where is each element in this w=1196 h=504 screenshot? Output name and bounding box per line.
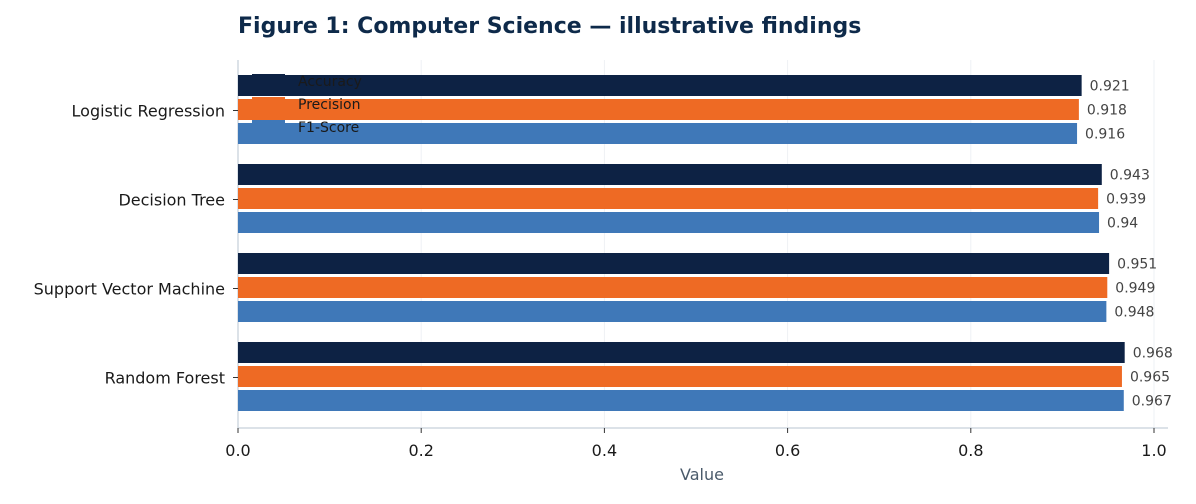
data-label: 0.949 (1115, 281, 1155, 297)
bar (238, 342, 1125, 363)
bar (238, 188, 1099, 209)
data-label: 0.918 (1087, 103, 1127, 119)
data-label: 0.939 (1106, 192, 1146, 208)
category-label: Random Forest (105, 369, 225, 388)
bar (238, 123, 1078, 144)
x-axis-title: Value (680, 465, 724, 484)
data-label: 0.943 (1110, 168, 1150, 184)
x-tick-label: 0.0 (225, 441, 250, 460)
bar (238, 164, 1102, 185)
data-label: 0.948 (1114, 305, 1154, 321)
data-label: 0.916 (1085, 127, 1125, 143)
x-tick-label: 0.6 (775, 441, 800, 460)
bar (238, 253, 1110, 274)
bar (238, 366, 1122, 387)
legend-label: Accuracy (298, 74, 362, 90)
chart-title: Figure 1: Computer Science — illustrativ… (238, 14, 862, 39)
data-label: 0.94 (1107, 216, 1138, 232)
bar (238, 277, 1108, 298)
bar (238, 75, 1082, 96)
data-label: 0.967 (1132, 394, 1172, 410)
legend-swatch (252, 74, 285, 87)
category-label: Decision Tree (118, 191, 225, 210)
legend-label: Precision (298, 97, 360, 113)
x-tick-label: 0.4 (592, 441, 617, 460)
bar (238, 301, 1107, 322)
data-label: 0.965 (1130, 370, 1170, 386)
x-tick-label: 0.2 (408, 441, 433, 460)
legend-label: F1-Score (298, 120, 359, 136)
data-label: 0.921 (1090, 79, 1130, 95)
bar (238, 212, 1100, 233)
bar (238, 390, 1124, 411)
x-tick-label: 1.0 (1141, 441, 1166, 460)
x-tick-label: 0.8 (958, 441, 983, 460)
legend-swatch (252, 97, 285, 110)
legend-swatch (252, 120, 285, 133)
category-label: Logistic Regression (72, 102, 225, 121)
data-label: 0.951 (1117, 257, 1157, 273)
bar (238, 99, 1079, 120)
data-label: 0.968 (1133, 346, 1173, 362)
category-label: Support Vector Machine (34, 280, 225, 299)
